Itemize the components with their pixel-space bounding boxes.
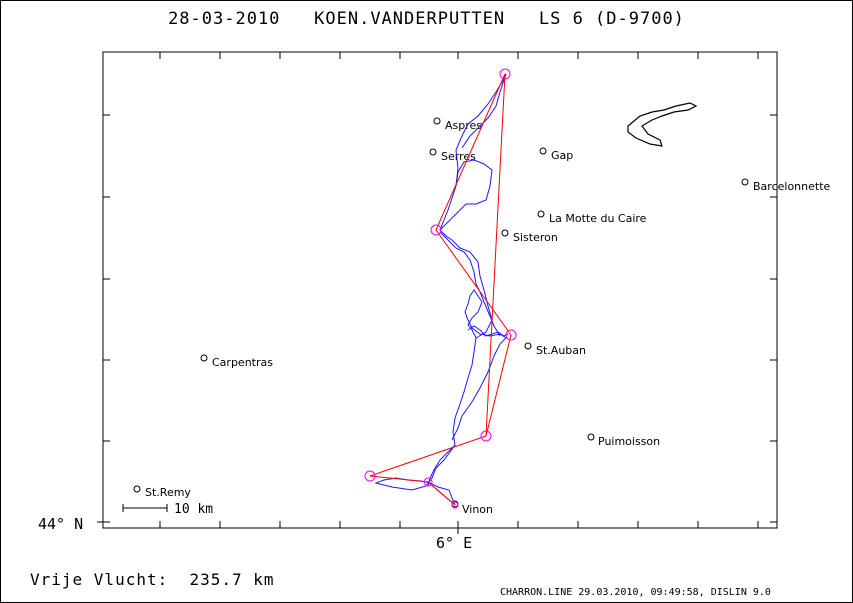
distance-label: Vrije Vlucht: <box>30 570 169 589</box>
glider-type: LS 6 (D-9700) <box>538 9 685 29</box>
scale-label: 10 km <box>174 502 213 517</box>
town-marker-carpentras <box>200 354 208 362</box>
plot-area <box>102 51 778 529</box>
town-marker-sisteron <box>501 229 509 237</box>
scale-bar: 10 km <box>122 502 213 517</box>
flight-title: 28-03-2010 KOEN.VANDERPUTTEN LS 6 (D-970… <box>0 9 853 29</box>
town-marker-gap <box>539 147 547 155</box>
town-marker-serres <box>429 148 437 156</box>
axis-ticks <box>97 52 777 534</box>
town-label-st-remy: St.Remy <box>145 486 191 499</box>
town-label-puimoisson: Puimoisson <box>598 435 660 448</box>
turnpoint-1 <box>499 68 511 80</box>
lat-axis-label: 44° N <box>38 515 84 533</box>
turnpoint-3 <box>505 329 517 341</box>
pilot-name: KOEN.VANDERPUTTEN <box>314 9 506 29</box>
town-marker-st-auban <box>524 342 532 350</box>
town-label-gap: Gap <box>551 149 573 162</box>
flight-date: 28-03-2010 <box>168 9 281 29</box>
town-label-la-motte-du-caire: La Motte du Caire <box>549 212 647 225</box>
town-marker-puimoisson <box>587 433 595 441</box>
town-marker-la-motte-du-caire <box>537 210 545 218</box>
town-marker-st-remy <box>133 485 141 493</box>
town-label-st-auban: St.Auban <box>536 344 586 357</box>
town-markers <box>133 117 749 508</box>
turnpoint-6 <box>423 477 433 487</box>
turnpoint-start <box>451 501 459 509</box>
turnpoint-markers <box>364 68 517 509</box>
turnpoint-4 <box>480 430 492 442</box>
lake-outline <box>627 102 698 147</box>
town-label-vinon: Vinon <box>462 503 493 516</box>
turnpoint-5 <box>364 470 376 482</box>
town-label-carpentras: Carpentras <box>212 356 273 369</box>
lon-axis-label: 6° E <box>436 534 473 552</box>
turnpoint-2 <box>430 224 442 236</box>
task-route <box>369 73 512 506</box>
distance-summary: Vrije Vlucht: 235.7 km <box>30 570 275 589</box>
town-label-barcelonnette: Barcelonnette <box>753 180 831 193</box>
town-label-sisteron: Sisteron <box>513 231 558 244</box>
software-credit: CHARRON.LINE 29.03.2010, 09:49:58, DISLI… <box>500 587 771 598</box>
town-label-aspres: Aspres <box>445 119 482 132</box>
town-marker-aspres <box>433 117 441 125</box>
distance-value: 235.7 km <box>189 570 275 589</box>
town-marker-barcelonnette <box>741 178 749 186</box>
